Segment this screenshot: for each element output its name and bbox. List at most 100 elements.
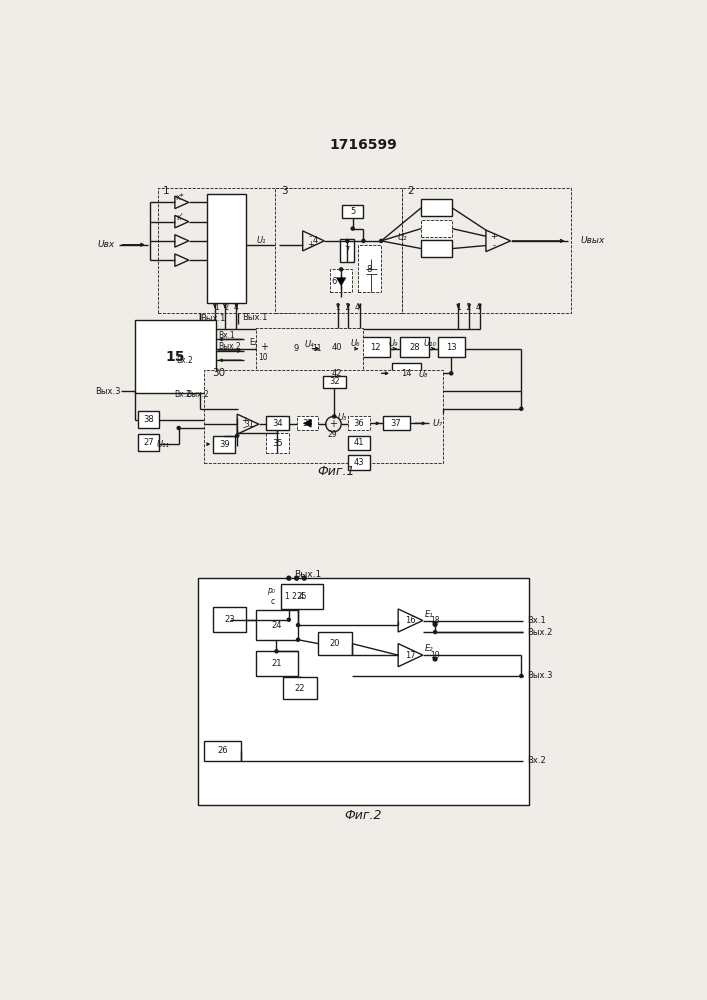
Circle shape — [433, 631, 437, 634]
Circle shape — [339, 268, 343, 271]
Text: U₁₀: U₁₀ — [423, 339, 437, 348]
Bar — [138, 411, 160, 428]
Text: 10: 10 — [259, 353, 268, 362]
Text: 41: 41 — [354, 438, 364, 447]
Text: U₆: U₆ — [350, 339, 360, 348]
Text: 18: 18 — [431, 616, 440, 625]
Circle shape — [433, 622, 437, 626]
Text: 7: 7 — [344, 246, 350, 255]
Text: Фиг.2: Фиг.2 — [345, 809, 382, 822]
Text: 29: 29 — [327, 430, 337, 439]
Text: 1716599: 1716599 — [329, 138, 397, 152]
Text: U₂: U₂ — [398, 233, 407, 242]
Bar — [256, 651, 298, 676]
Text: +: + — [490, 232, 497, 241]
Bar — [438, 337, 465, 357]
Bar — [382, 416, 409, 430]
Text: E₂: E₂ — [425, 644, 433, 653]
Text: Bх.1: Bх.1 — [527, 616, 546, 625]
Text: U₁: U₁ — [257, 236, 266, 245]
Text: 25: 25 — [297, 592, 307, 601]
Text: 3: 3 — [281, 186, 288, 196]
Text: +: + — [329, 419, 337, 429]
Circle shape — [295, 576, 298, 580]
Bar — [340, 239, 354, 262]
Circle shape — [520, 407, 523, 410]
Text: 17: 17 — [405, 651, 416, 660]
Text: Bx.1: Bx.1 — [218, 331, 235, 340]
Circle shape — [380, 239, 382, 242]
Text: +: + — [260, 342, 268, 352]
Circle shape — [287, 576, 291, 580]
Bar — [318, 632, 352, 655]
Text: U₄: U₄ — [305, 340, 315, 349]
Text: U₁₁: U₁₁ — [157, 440, 170, 449]
Circle shape — [287, 618, 291, 621]
Circle shape — [177, 426, 180, 430]
Text: Фиг.1: Фиг.1 — [317, 465, 356, 478]
Text: 31: 31 — [245, 420, 255, 429]
Bar — [266, 433, 288, 453]
Text: Bx.2: Bx.2 — [176, 356, 192, 365]
Bar — [204, 741, 241, 761]
Text: 32: 32 — [329, 377, 339, 386]
Circle shape — [433, 657, 437, 661]
Bar — [358, 245, 381, 292]
Text: E₂: E₂ — [250, 338, 257, 347]
Text: 12: 12 — [370, 343, 381, 352]
Text: 38: 38 — [144, 415, 154, 424]
Bar — [207, 194, 246, 303]
Text: Вых.1: Вых.1 — [200, 314, 226, 323]
Text: Вых.3: Вых.3 — [95, 387, 121, 396]
Bar — [348, 436, 370, 450]
Circle shape — [346, 239, 349, 242]
Circle shape — [450, 372, 452, 375]
Bar — [138, 434, 160, 451]
Text: +: + — [240, 416, 247, 425]
Text: 23: 23 — [224, 615, 235, 624]
Text: к*: к* — [175, 193, 184, 202]
Bar — [330, 269, 352, 292]
Text: 19: 19 — [431, 651, 440, 660]
Text: Вых.1: Вых.1 — [294, 570, 322, 579]
Text: 33: 33 — [302, 419, 312, 428]
Text: 21: 21 — [271, 659, 281, 668]
Bar — [392, 363, 421, 383]
Text: 11: 11 — [312, 344, 322, 353]
Bar — [322, 376, 346, 388]
Text: -: - — [243, 424, 245, 432]
Text: -: - — [492, 241, 495, 250]
Bar — [204, 370, 443, 463]
Text: 36: 36 — [354, 419, 364, 428]
Text: c: c — [271, 597, 275, 606]
Text: 27: 27 — [144, 438, 154, 447]
Bar — [296, 416, 318, 430]
Text: 22: 22 — [294, 684, 305, 693]
Bar — [342, 205, 363, 218]
Bar — [135, 320, 216, 393]
Text: -: - — [309, 233, 312, 242]
Text: Bых.2: Bых.2 — [187, 390, 209, 399]
Text: 39: 39 — [218, 440, 230, 449]
Bar — [421, 220, 452, 237]
Text: E₁: E₁ — [425, 610, 433, 619]
Circle shape — [520, 674, 523, 677]
Text: Uвх: Uвх — [98, 240, 115, 249]
Text: 5: 5 — [350, 207, 356, 216]
Text: 13: 13 — [446, 343, 457, 352]
Bar — [198, 578, 529, 805]
Text: Bх.2: Bх.2 — [527, 756, 546, 765]
Text: 42: 42 — [332, 369, 343, 378]
Text: Bых.3: Bых.3 — [527, 671, 552, 680]
Bar — [361, 337, 390, 357]
Text: 26: 26 — [217, 746, 228, 755]
Bar — [399, 337, 429, 357]
Text: 1  2  4: 1 2 4 — [215, 303, 239, 312]
Bar — [322, 363, 352, 383]
Text: 1 2 4: 1 2 4 — [285, 592, 304, 601]
Bar — [348, 416, 370, 430]
Text: U₇: U₇ — [433, 419, 443, 428]
Circle shape — [275, 650, 278, 653]
Circle shape — [362, 239, 365, 242]
Text: Bых.2: Bых.2 — [527, 628, 552, 637]
